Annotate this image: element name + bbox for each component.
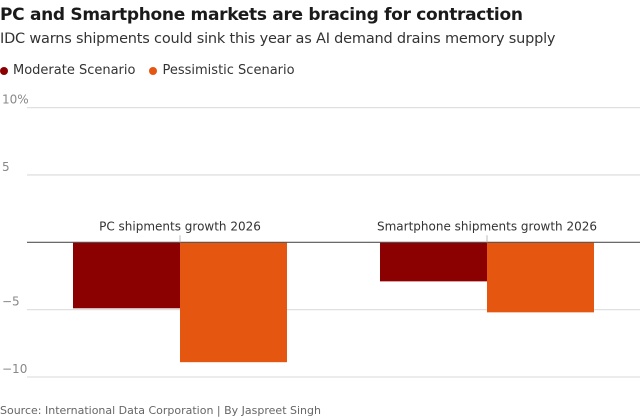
y-tick-label: 5 (2, 160, 10, 174)
bar-moderate-pc (73, 242, 180, 309)
legend-label-pessimistic: Pessimistic Scenario (162, 63, 295, 78)
bar-moderate-smartphone (380, 242, 487, 282)
legend-label-moderate: Moderate Scenario (13, 63, 136, 78)
bar-pessimistic-pc (180, 242, 287, 363)
chart-title: PC and Smartphone markets are bracing fo… (0, 5, 523, 25)
source-note: Source: International Data Corporation |… (0, 404, 321, 417)
chart-subtitle: IDC warns shipments could sink this year… (0, 31, 556, 47)
y-tick-label: −10 (2, 362, 27, 376)
category-label: PC shipments growth 2026 (99, 219, 261, 233)
y-tick-label: 10% (2, 93, 29, 107)
legend: Moderate Scenario Pessimistic Scenario (0, 63, 295, 78)
legend-item-pessimistic: Pessimistic Scenario (149, 63, 295, 78)
y-tick-label: −5 (2, 295, 20, 309)
legend-swatch-pessimistic (149, 66, 158, 75)
bar-pessimistic-smartphone (487, 242, 594, 313)
category-label: Smartphone shipments growth 2026 (377, 219, 597, 233)
legend-swatch-moderate (0, 66, 8, 75)
legend-item-moderate: Moderate Scenario (0, 63, 135, 78)
